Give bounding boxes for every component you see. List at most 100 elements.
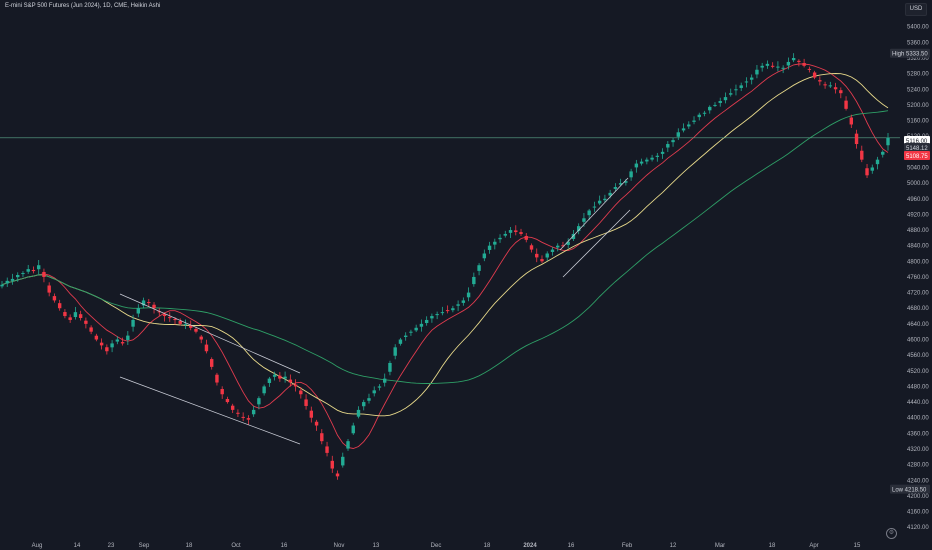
- candle-body: [141, 300, 146, 306]
- y-tick-label: 4440.00: [907, 400, 929, 406]
- candle-body: [194, 328, 198, 332]
- candle-body: [10, 278, 15, 281]
- candle-body: [550, 249, 555, 252]
- x-tick-label: 18: [186, 543, 193, 549]
- candle-body: [278, 375, 282, 379]
- trendlines: [119, 177, 631, 445]
- y-tick-label: 4680.00: [907, 306, 929, 312]
- ma-mid-line: [1, 73, 889, 417]
- last-price-badge: 5116.00: [906, 139, 928, 145]
- settings-gear-icon[interactable]: ⚙: [886, 528, 897, 539]
- candle-body: [576, 226, 581, 232]
- candle-body: [561, 245, 565, 247]
- candle-body: [115, 339, 120, 342]
- time-axis[interactable]: Aug 14 23 Sep 18 Oct 16 Nov 13 Dec 18 2024 16 Feb 12 Ma…: [32, 543, 861, 549]
- candle-body: [99, 342, 104, 346]
- candle-body: [828, 85, 833, 87]
- candle-body: [708, 106, 712, 111]
- candle-body: [697, 114, 701, 118]
- y-tick-label: 5360.00: [907, 40, 929, 46]
- candle-body: [729, 93, 733, 95]
- candle-body: [183, 323, 188, 325]
- candle-body: [493, 241, 497, 245]
- candle-body: [713, 104, 717, 106]
- candle-body: [57, 303, 62, 309]
- candle-body: [162, 314, 167, 317]
- y-tick-label: 4840.00: [907, 244, 929, 250]
- candle-body: [650, 157, 654, 160]
- candle-body: [309, 410, 314, 418]
- trendline: [119, 376, 301, 445]
- candle-body: [760, 65, 764, 68]
- x-tick-label: 12: [670, 543, 677, 549]
- candle-body: [687, 124, 691, 127]
- candle-body: [403, 335, 408, 337]
- candle-body: [288, 379, 293, 383]
- candle-body: [514, 230, 518, 232]
- x-tick-label: 14: [74, 543, 81, 549]
- candle-body: [870, 167, 874, 171]
- candle-body: [435, 314, 439, 316]
- candle-body: [660, 151, 665, 154]
- candle-body: [618, 183, 623, 185]
- candle-body: [734, 89, 738, 91]
- ma-price-badge: 5148.12: [906, 146, 928, 152]
- candle-body: [812, 72, 817, 78]
- y-tick-label: 5200.00: [907, 103, 929, 109]
- candle-body: [110, 343, 114, 348]
- candle-body: [634, 163, 639, 168]
- y-tick-label: 5400.00: [907, 25, 929, 31]
- candle-body: [587, 210, 591, 216]
- x-tick-label: Apr: [809, 543, 818, 549]
- candle-body: [304, 399, 308, 406]
- candle-body: [770, 65, 775, 67]
- candle-body: [529, 245, 534, 250]
- candle-body: [472, 276, 476, 285]
- candle-body: [272, 374, 277, 377]
- candle-body: [797, 60, 801, 62]
- candle-body: [466, 292, 471, 298]
- chart-title: E-mini S&P 500 Futures (Jun 2024), 1D, C…: [5, 3, 161, 9]
- candle-body: [503, 233, 507, 236]
- price-axis[interactable]: 4120.00 4160.00 4200.00 4240.00 4280.00 4320.…: [907, 25, 929, 531]
- y-tick-label: 4920.00: [907, 212, 929, 218]
- candle-body: [78, 314, 83, 319]
- y-tick-label: 4280.00: [907, 463, 929, 469]
- currency-button[interactable]: USD: [905, 3, 927, 16]
- y-tick-label: 4120.00: [907, 525, 929, 531]
- candle-body: [833, 87, 838, 90]
- candle-body: [603, 198, 607, 201]
- y-tick-label: 4320.00: [907, 447, 929, 453]
- y-tick-label: 5000.00: [907, 181, 929, 187]
- candle-body: [5, 280, 9, 284]
- candle-body: [765, 63, 770, 66]
- candle-body: [881, 151, 885, 155]
- candle-body: [739, 85, 743, 88]
- candle-body: [152, 304, 156, 309]
- candle-body: [393, 347, 397, 356]
- candle-body: [409, 331, 413, 333]
- candle-body: [613, 187, 618, 189]
- candle-body: [639, 161, 644, 164]
- y-tick-label: 5280.00: [907, 72, 929, 78]
- candle-body: [608, 192, 612, 196]
- candle-body: [624, 181, 628, 183]
- x-tick-label: 16: [281, 543, 288, 549]
- candle-body: [26, 269, 30, 272]
- candle-body: [335, 473, 340, 477]
- ma-price-badge-box: [904, 143, 930, 152]
- y-tick-label: 4360.00: [907, 431, 929, 437]
- candle-body: [839, 90, 843, 94]
- x-tick-label: 18: [769, 543, 776, 549]
- candle-body: [629, 171, 633, 178]
- candle-body: [383, 378, 387, 383]
- candle-body: [440, 312, 445, 314]
- candle-body: [723, 97, 728, 101]
- candle-body: [236, 412, 240, 414]
- candle-body: [676, 132, 680, 137]
- candle-body: [220, 389, 224, 395]
- candle-body: [230, 405, 235, 410]
- candle-body: [477, 265, 481, 271]
- trendline: [119, 293, 301, 374]
